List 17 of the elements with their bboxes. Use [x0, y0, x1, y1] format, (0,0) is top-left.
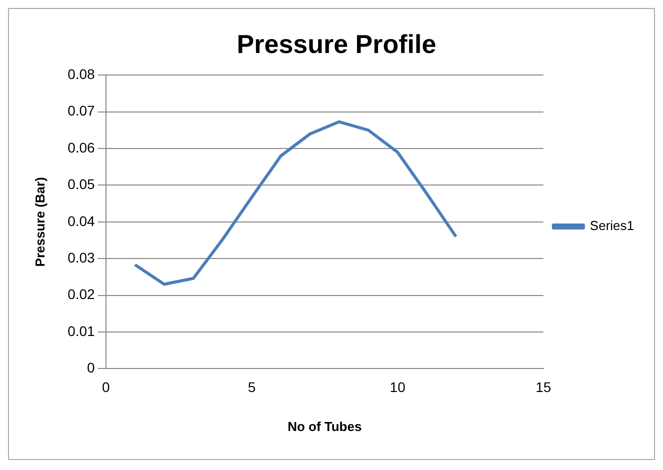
x-tick-label: 0: [102, 378, 110, 395]
x-tick-label: 5: [248, 378, 256, 395]
y-tick-label: 0.07: [68, 102, 96, 119]
y-tick-label: 0.02: [68, 286, 96, 302]
y-tick-label: 0.04: [68, 212, 96, 229]
x-tick-label: 10: [390, 378, 406, 395]
legend-label: Series1: [590, 218, 634, 234]
y-tick-label: 0.06: [68, 139, 96, 156]
x-tick-label: 15: [536, 378, 552, 395]
x-axis-title: No of Tubes: [288, 418, 362, 434]
y-tick-label: 0.05: [68, 176, 96, 192]
y-tick-label: 0: [87, 359, 96, 376]
y-tick-label: 0.08: [68, 66, 96, 82]
y-axis-title: Pressure (Bar): [32, 177, 48, 267]
y-tick-label: 0.03: [68, 249, 96, 266]
y-tick-label: 0.01: [68, 322, 96, 339]
chart-title: Pressure Profile: [236, 28, 436, 59]
